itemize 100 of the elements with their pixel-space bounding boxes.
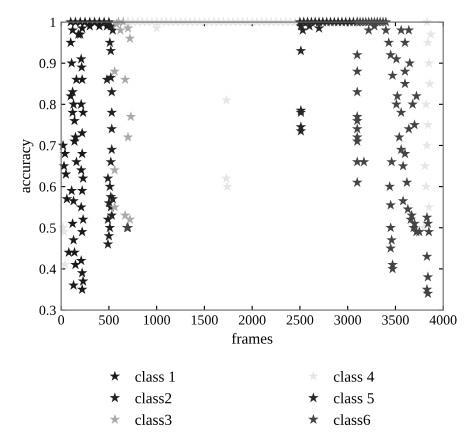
x-axis-title: frames (232, 332, 272, 344)
point (422, 119, 434, 130)
point (76, 164, 86, 175)
point (60, 168, 72, 179)
point (76, 54, 86, 64)
point (78, 172, 88, 183)
point (109, 66, 120, 76)
point (109, 164, 120, 175)
point (124, 214, 136, 224)
x-tick-label: 1000 (144, 315, 170, 325)
legend-label: class3 (135, 414, 172, 425)
point (420, 181, 432, 192)
point (222, 181, 233, 192)
point (76, 98, 86, 109)
point (102, 172, 114, 183)
point (126, 111, 136, 122)
point (67, 218, 78, 228)
point (65, 90, 76, 101)
point (76, 128, 88, 138)
point (76, 148, 88, 158)
y-tick-label: 0.4 (39, 264, 56, 274)
point (106, 156, 116, 166)
legend-label: class 4 (334, 371, 374, 382)
point (65, 37, 76, 48)
point (424, 202, 434, 212)
legend-label: class6 (334, 414, 370, 425)
point (60, 148, 70, 158)
point (68, 234, 79, 245)
point (106, 210, 118, 220)
point (314, 22, 324, 33)
point (151, 22, 162, 33)
point (221, 172, 232, 183)
point (76, 185, 88, 196)
point (420, 98, 432, 109)
point (124, 32, 136, 43)
point (78, 214, 88, 224)
point (76, 267, 88, 278)
point (122, 132, 134, 142)
point (66, 185, 77, 196)
x-tick-label: 0 (58, 315, 64, 325)
x-tick-label: 3000 (334, 315, 362, 325)
x-tick-label: 2500 (286, 315, 314, 325)
point (102, 238, 114, 249)
point (69, 115, 80, 126)
point (62, 193, 72, 204)
point (60, 259, 70, 270)
point (76, 255, 86, 266)
point (109, 202, 120, 212)
legend-label: class 1 (135, 371, 175, 382)
y-tick-label: 0.9 (39, 58, 56, 68)
point (71, 74, 82, 84)
y-tick-label: 0.5 (39, 223, 56, 233)
point (424, 78, 436, 88)
point (66, 58, 77, 68)
point (115, 24, 126, 35)
x-tick-label: 4000 (430, 315, 457, 325)
point (78, 107, 88, 118)
y-tick-label: 0.6 (39, 182, 56, 192)
x-tick-label: 3500 (382, 315, 409, 325)
point (76, 284, 88, 294)
x-tick-label: 2000 (238, 315, 266, 325)
point (221, 94, 232, 105)
point (68, 280, 79, 290)
y-tick-label: 0.8 (39, 100, 56, 110)
point (106, 72, 116, 82)
point (106, 123, 118, 134)
point (422, 37, 434, 48)
y-tick-label: 0.7 (39, 141, 56, 150)
point (104, 222, 116, 232)
point (71, 156, 82, 166)
point (106, 107, 118, 118)
point (69, 246, 80, 257)
point (425, 28, 436, 39)
point (122, 22, 134, 33)
point (120, 210, 130, 220)
legend-label: class2 (135, 392, 172, 404)
point (104, 181, 116, 192)
point (422, 140, 432, 150)
point (76, 226, 88, 236)
point (104, 37, 116, 48)
point (76, 202, 86, 212)
y-axis-title: accuracy (22, 138, 34, 193)
point (120, 74, 130, 84)
x-tick-label: 1500 (192, 315, 218, 325)
point (106, 45, 116, 56)
x-tick-label: 500 (99, 315, 119, 325)
point (67, 107, 78, 118)
point (106, 86, 118, 96)
point (68, 98, 79, 109)
point (104, 230, 114, 240)
y-tick-label: 0.3 (39, 306, 56, 316)
point (78, 276, 88, 286)
point (76, 62, 87, 72)
point (296, 45, 306, 56)
point (420, 160, 430, 171)
point (70, 259, 81, 270)
point (424, 58, 434, 68)
point (67, 24, 78, 35)
y-tick-label: 1 (50, 18, 56, 27)
point (106, 144, 118, 154)
